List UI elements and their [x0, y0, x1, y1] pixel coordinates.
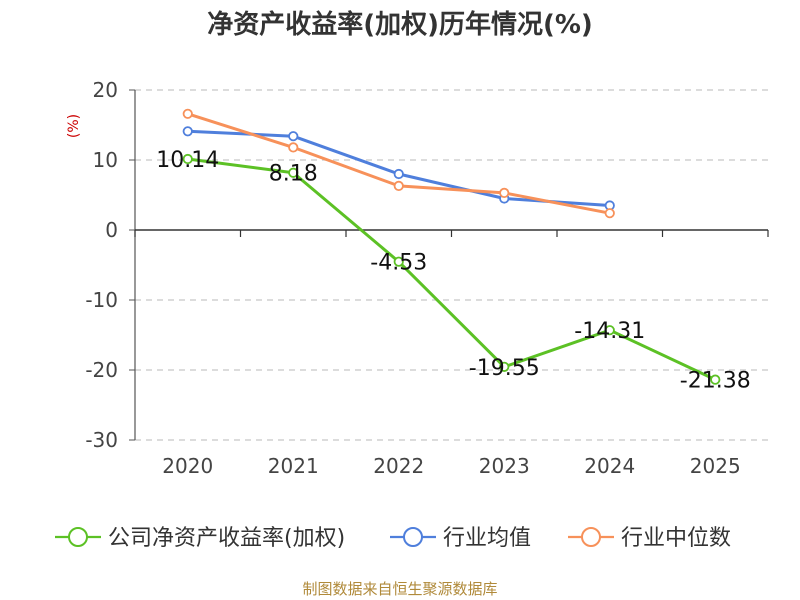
data-point [604, 208, 615, 219]
data-point [182, 153, 193, 165]
grid-layer [135, 89, 768, 441]
x-tick-label: 2022 [373, 454, 424, 478]
data-point [710, 374, 721, 385]
data-point [393, 256, 404, 267]
legend-marker-1 [403, 527, 423, 547]
x-tick-label: 2023 [479, 454, 530, 478]
data-point [182, 108, 193, 119]
series-line-2 [187, 112, 611, 215]
data-point [288, 131, 299, 142]
x-tick-label: 2024 [584, 454, 635, 478]
axis-layer: 20 10 0 -10 -20 -30 2020 2021 2022 2023 2024 2025 (%… [66, 78, 769, 478]
series-layer [182, 108, 721, 385]
y-axis-label: (%) [66, 114, 82, 138]
data-label: 10.14 [156, 148, 219, 173]
y-tick-label: -30 [85, 428, 118, 452]
y-tick-label: 20 [93, 78, 118, 102]
legend: 公司净资产收益率(加权) 行业均值 行业中位数 [55, 526, 731, 551]
legend-label: 行业均值 [443, 526, 531, 551]
chart-title: 净资产收益率(加权)历年情况(%) [207, 10, 593, 40]
legend-marker-2 [581, 527, 601, 547]
legend-label: 行业中位数 [621, 526, 731, 551]
data-label: -4.53 [370, 251, 427, 276]
data-point [604, 325, 615, 336]
legend-marker-0 [68, 527, 88, 547]
y-tick-label: -10 [85, 288, 118, 312]
series-line-0 [187, 157, 716, 382]
data-point [393, 180, 404, 191]
data-label: 8.18 [269, 162, 318, 187]
data-label: -19.55 [469, 356, 540, 381]
data-label: -21.38 [680, 369, 751, 394]
x-tick-label: 2020 [162, 454, 213, 478]
data-point [288, 142, 299, 153]
data-point [288, 167, 299, 178]
y-tick-label: 0 [105, 218, 118, 242]
data-point [499, 187, 510, 198]
y-tick-label: 10 [93, 148, 118, 172]
x-tick-label: 2025 [690, 454, 741, 478]
x-tick-label: 2021 [268, 454, 319, 478]
data-point [182, 126, 193, 137]
legend-label: 公司净资产收益率(加权) [108, 526, 345, 551]
data-point [393, 168, 404, 180]
source-note: 制图数据来自恒生聚源数据库 [302, 580, 498, 598]
data-point [499, 361, 510, 372]
label-layer: 10.14 8.18 -4.53 -19.55 -14.31 -21.38 [156, 148, 750, 394]
y-tick-label: -20 [85, 358, 118, 382]
data-label: -14.31 [574, 319, 645, 344]
